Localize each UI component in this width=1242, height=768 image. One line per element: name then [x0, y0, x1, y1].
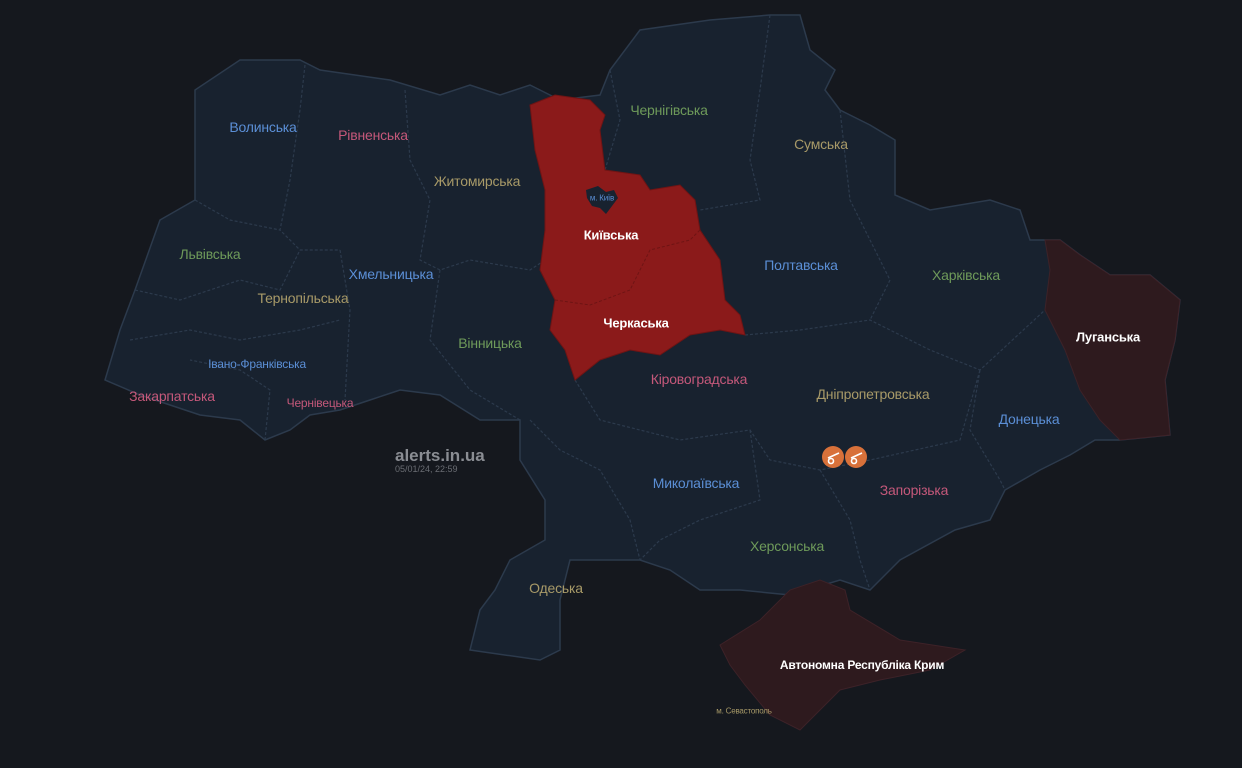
label-ternopilska[interactable]: Тернопільська — [257, 290, 349, 306]
label-vinnytska[interactable]: Вінницька — [458, 335, 522, 351]
label-ivano-frankivska[interactable]: Івано-Франківська — [208, 357, 306, 371]
label-kharkivska[interactable]: Харківська — [932, 267, 1000, 283]
region-crimea — [719, 579, 967, 731]
label-zhytomyrska[interactable]: Житомирська — [433, 173, 521, 189]
kyivska-cherkaska-border — [554, 229, 701, 306]
label-cherkaska[interactable]: Черкаська — [603, 315, 669, 331]
watermark-timestamp: 05/01/24, 22:59 — [395, 464, 458, 474]
label-lvivska[interactable]: Львівська — [179, 246, 241, 262]
watermark: alerts.in.ua 05/01/24, 22:59 — [395, 446, 485, 474]
label-sevastopol[interactable]: м. Севастополь — [716, 706, 772, 716]
label-poltavska[interactable]: Полтавська — [764, 257, 838, 273]
region-kyivska-cherkaska — [529, 94, 746, 381]
label-khmelnytska[interactable]: Хмельницька — [348, 266, 434, 282]
label-chernihivska[interactable]: Чернігівська — [630, 102, 708, 118]
artillery-icon[interactable] — [845, 446, 867, 468]
label-dnipropetrovska[interactable]: Дніпропетровська — [816, 386, 930, 402]
label-rivnenska[interactable]: Рівненська — [338, 127, 408, 143]
label-donetska[interactable]: Донецька — [998, 411, 1060, 427]
label-crimea[interactable]: Автономна Республіка Крим — [779, 658, 945, 672]
label-luhanska[interactable]: Луганська — [1075, 329, 1141, 345]
region-kyiv-city — [586, 186, 618, 214]
label-kirovohradska[interactable]: Кіровоградська — [650, 371, 748, 387]
label-khersonska[interactable]: Херсонська — [749, 538, 825, 554]
label-mykolaivska[interactable]: Миколаївська — [652, 475, 740, 491]
label-chernivetska[interactable]: Чернівецька — [286, 396, 354, 410]
label-volynska[interactable]: Волинська — [229, 119, 297, 135]
label-odeska[interactable]: Одеська — [529, 580, 583, 596]
label-zaporizka[interactable]: Запорізька — [879, 482, 949, 498]
oblast-borders — [129, 14, 1046, 591]
label-kyiv-city[interactable]: м. Київ — [589, 193, 615, 203]
watermark-site: alerts.in.ua — [395, 446, 485, 465]
label-zakarpatska[interactable]: Закарпатська — [129, 388, 215, 404]
region-luhanska — [1044, 239, 1181, 441]
label-kyivska[interactable]: Київська — [583, 227, 639, 243]
artillery-icon[interactable] — [822, 446, 844, 468]
label-sumska[interactable]: Сумська — [794, 136, 848, 152]
